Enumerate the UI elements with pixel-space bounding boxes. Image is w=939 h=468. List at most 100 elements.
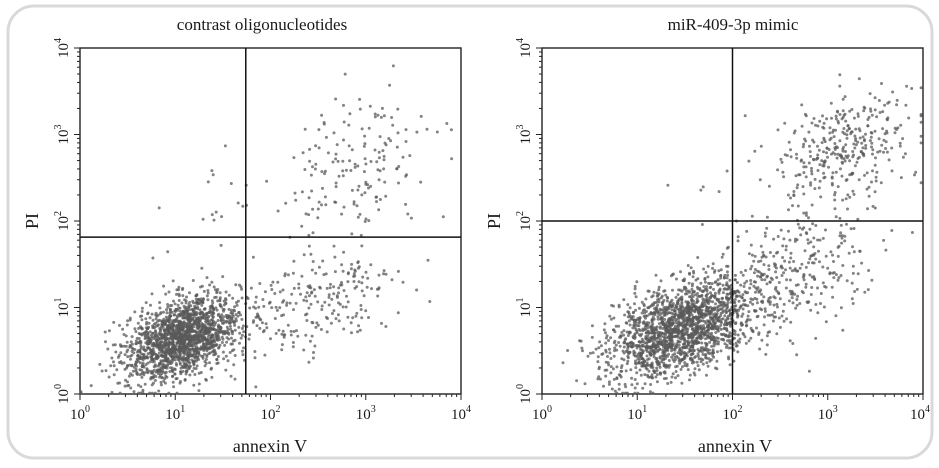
scatter-point: [788, 238, 792, 242]
scatter-point: [800, 158, 803, 162]
scatter-point: [640, 353, 643, 357]
scatter-point: [683, 292, 687, 296]
scatter-point: [809, 154, 812, 158]
scatter-point: [882, 138, 886, 142]
scatter-point: [653, 334, 657, 338]
scatter-point: [132, 365, 136, 369]
scatter-point: [346, 315, 350, 319]
scatter-point: [308, 147, 312, 151]
scatter-point: [206, 291, 210, 295]
scatter-point: [248, 333, 252, 337]
scatter-point: [703, 276, 707, 280]
scatter-point: [296, 334, 300, 338]
scatter-point: [194, 294, 198, 298]
scatter-point: [876, 150, 880, 154]
scatter-point: [700, 301, 704, 305]
scatter-point: [706, 364, 710, 368]
scatter-point: [807, 216, 810, 220]
scatter-point: [664, 325, 668, 329]
scatter-point: [838, 73, 842, 77]
scatter-point: [691, 328, 695, 332]
scatter-point: [850, 297, 854, 301]
scatter-point: [605, 334, 609, 338]
scatter-point: [855, 287, 859, 291]
scatter-point: [634, 366, 638, 370]
scatter-point: [203, 345, 207, 349]
scatter-point: [854, 139, 858, 143]
scatter-point: [719, 349, 723, 353]
scatter-point: [152, 368, 156, 372]
scatter-point: [833, 193, 837, 197]
scatter-point: [334, 157, 338, 161]
scatter-point: [788, 278, 792, 282]
scatter-point: [305, 319, 309, 322]
scatter-point: [638, 329, 642, 332]
scatter-point: [241, 204, 245, 208]
scatter-point: [171, 279, 175, 283]
scatter-point: [628, 306, 632, 310]
scatter-point: [425, 127, 429, 131]
scatter-point: [373, 148, 377, 152]
scatter-point: [801, 275, 805, 279]
scatter-point: [695, 360, 699, 364]
scatter-point: [332, 244, 336, 248]
scatter-point: [670, 327, 674, 331]
scatter-point: [139, 385, 143, 389]
scatter-point: [623, 313, 627, 317]
scatter-point: [644, 345, 648, 349]
scatter-point: [695, 336, 699, 340]
scatter-point: [130, 349, 134, 353]
scatter-point: [644, 297, 648, 301]
scatter-point: [379, 115, 383, 119]
scatter-point: [252, 305, 256, 309]
scatter-point: [871, 169, 874, 173]
scatter-point: [756, 269, 760, 273]
scatter-point: [188, 291, 191, 295]
scatter-point: [308, 159, 312, 163]
scatter-point: [626, 342, 630, 346]
scatter-point: [134, 369, 138, 373]
scatter-point: [238, 283, 241, 287]
scatter-point: [867, 194, 871, 198]
scatter-point: [650, 320, 654, 324]
scatter-point: [310, 189, 314, 193]
scatter-point: [162, 310, 165, 314]
scatter-point: [763, 309, 767, 313]
scatter-point: [603, 322, 607, 326]
scatter-point: [635, 329, 639, 333]
scatter-point: [167, 316, 171, 320]
scatter-point: [809, 181, 813, 185]
scatter-point: [879, 181, 883, 185]
scatter-point: [640, 332, 644, 336]
scatter-point: [821, 164, 825, 168]
scatter-point: [796, 294, 800, 298]
scatter-point: [200, 303, 204, 307]
scatter-point: [317, 146, 321, 150]
scatter-point: [382, 167, 386, 171]
scatter-point: [231, 339, 235, 343]
scatter-point: [851, 264, 855, 268]
scatter-point: [282, 299, 286, 303]
scatter-point: [625, 321, 629, 325]
scatter-point: [683, 361, 687, 365]
scatter-point: [300, 224, 304, 228]
scatter-point: [890, 146, 894, 150]
scatter-point: [650, 375, 654, 379]
scatter-point: [626, 356, 630, 360]
scatter-point: [342, 205, 346, 209]
scatter-point: [176, 319, 180, 323]
scatter-point: [145, 320, 149, 324]
scatter-point: [215, 290, 219, 293]
scatter-point: [580, 346, 584, 350]
scatter-point: [601, 352, 605, 356]
scatter-point: [238, 331, 242, 335]
scatter-point: [350, 331, 353, 335]
scatter-point: [844, 143, 848, 147]
scatter-point: [309, 302, 313, 306]
scatter-point: [224, 290, 228, 294]
scatter-point: [683, 346, 687, 350]
scatter-point: [179, 332, 183, 336]
scatter-point: [604, 336, 608, 340]
scatter-point: [673, 334, 677, 338]
scatter-point: [661, 300, 665, 304]
